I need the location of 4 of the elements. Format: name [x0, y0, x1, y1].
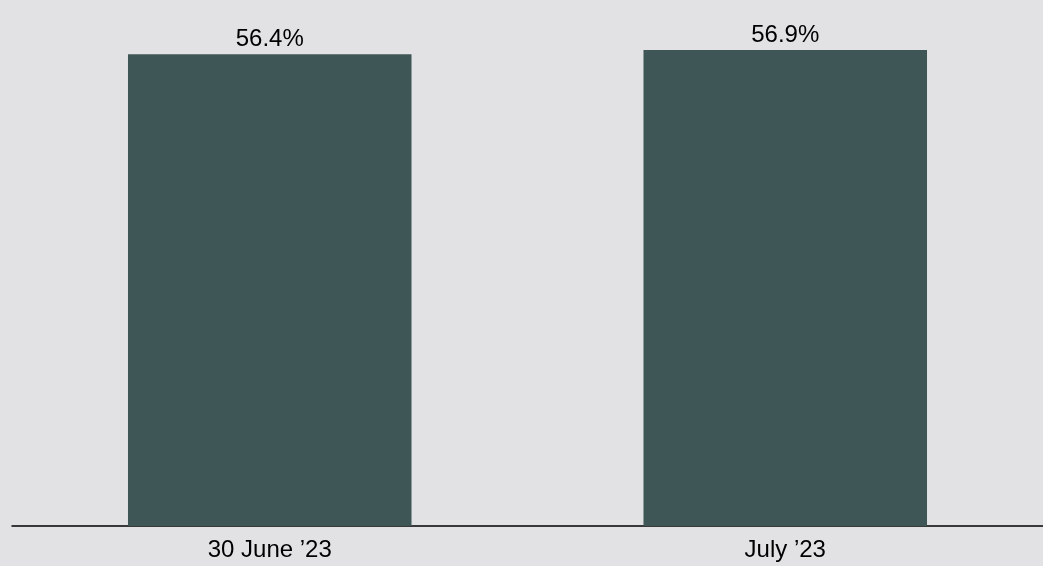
- x-tick-label: July ’23: [744, 534, 826, 562]
- data-label: 56.4%: [235, 23, 304, 51]
- x-tick-label: 30 June ’23: [207, 534, 332, 562]
- data-label: 56.9%: [751, 19, 820, 47]
